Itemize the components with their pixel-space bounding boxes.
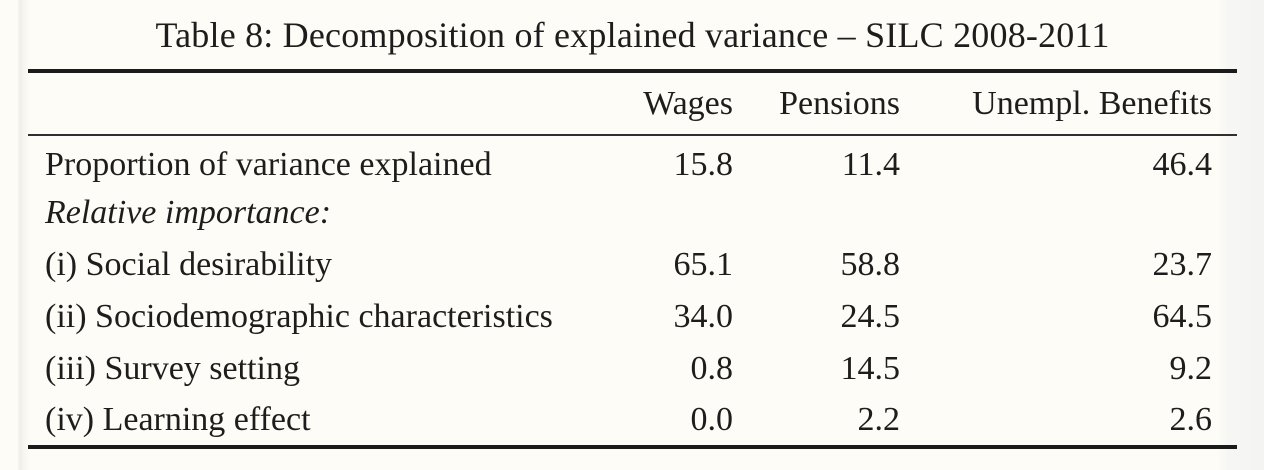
cell-wages: 15.8 bbox=[673, 145, 734, 183]
cell-unempl-benefits: 2.6 bbox=[1169, 401, 1213, 438]
table-row: (iv) Learning effect 0.0 2.2 2.6 bbox=[28, 395, 1237, 447]
table-row: (ii) Sociodemographic characteristics 34… bbox=[28, 291, 1237, 343]
cell-wages: 0.0 bbox=[690, 401, 734, 438]
cell-pensions: 24.5 bbox=[840, 298, 901, 335]
cell-wages bbox=[588, 187, 733, 239]
cell-unempl-benefits bbox=[900, 187, 1237, 239]
row-label: (ii) Sociodemographic characteristics bbox=[45, 298, 553, 335]
cell-wages: 34.0 bbox=[673, 298, 734, 335]
col-header-wages: Wages bbox=[643, 84, 733, 122]
cell-unempl-benefits: 9.2 bbox=[1169, 350, 1213, 387]
row-label: Proportion of variance explained bbox=[45, 145, 492, 183]
row-label: Relative importance: bbox=[45, 194, 332, 231]
table-row: (iii) Survey setting 0.8 14.5 9.2 bbox=[28, 343, 1237, 395]
table-row: (i) Social desirability 65.1 58.8 23.7 bbox=[28, 239, 1237, 291]
results-table: Wages Pensions Unempl. Benefits Proporti… bbox=[28, 69, 1237, 449]
header-row: Wages Pensions Unempl. Benefits bbox=[28, 71, 1237, 135]
cell-unempl-benefits: 46.4 bbox=[1152, 145, 1213, 183]
cell-unempl-benefits: 23.7 bbox=[1152, 246, 1213, 283]
row-label: (i) Social desirability bbox=[45, 246, 333, 283]
table-row: Proportion of variance explained 15.8 11… bbox=[28, 135, 1237, 187]
cell-pensions: 58.8 bbox=[840, 246, 901, 283]
row-label: (iv) Learning effect bbox=[45, 401, 311, 438]
cell-wages: 65.1 bbox=[673, 246, 734, 283]
table-row: Relative importance: bbox=[28, 187, 1237, 239]
cell-pensions: 11.4 bbox=[841, 145, 900, 183]
cell-pensions bbox=[733, 187, 900, 239]
cell-wages: 0.8 bbox=[690, 350, 734, 387]
table-caption: Table 8: Decomposition of explained vari… bbox=[155, 15, 1110, 55]
cell-pensions: 2.2 bbox=[857, 401, 901, 438]
cell-unempl-benefits: 64.5 bbox=[1152, 298, 1213, 335]
row-label: (iii) Survey setting bbox=[45, 350, 300, 387]
col-header-pensions: Pensions bbox=[779, 84, 900, 122]
col-header-unempl-benefits: Unempl. Benefits bbox=[972, 84, 1212, 122]
col-header-empty bbox=[28, 71, 588, 135]
cell-pensions: 14.5 bbox=[840, 350, 901, 387]
